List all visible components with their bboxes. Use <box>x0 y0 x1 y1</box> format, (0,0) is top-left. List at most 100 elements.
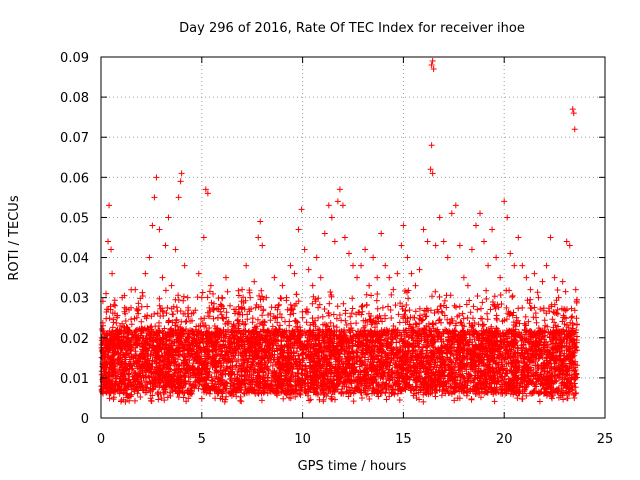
data-point <box>571 126 578 133</box>
data-point <box>570 110 577 117</box>
data-point <box>477 210 484 217</box>
data-point <box>370 254 377 261</box>
data-point <box>106 202 113 209</box>
data-point <box>257 218 264 225</box>
data-point <box>301 246 308 253</box>
data-point <box>572 286 579 293</box>
data-point <box>214 314 221 321</box>
chart-title: Day 296 of 2016, Rate Of TEC Index for r… <box>179 21 525 36</box>
data-point <box>341 234 348 241</box>
x-tick-label: 15 <box>395 432 412 447</box>
data-point <box>235 310 242 317</box>
y-tick-label: 0.04 <box>60 252 89 267</box>
data-point <box>138 318 145 325</box>
data-point <box>125 326 132 333</box>
x-tick-label: 25 <box>597 432 614 447</box>
dense-roti-band <box>98 286 581 405</box>
data-point <box>460 274 467 281</box>
data-point <box>452 202 459 209</box>
data-point <box>493 254 500 261</box>
data-point <box>448 210 455 217</box>
data-point <box>271 274 278 281</box>
data-point <box>331 238 338 245</box>
x-tick-label: 10 <box>294 432 311 447</box>
data-point <box>527 286 534 293</box>
data-point <box>569 106 576 113</box>
data-point <box>539 278 546 285</box>
data-point <box>105 238 112 245</box>
data-point <box>159 274 166 281</box>
data-point <box>420 226 427 233</box>
y-tick-label: 0 <box>81 412 89 427</box>
data-point <box>188 310 195 317</box>
data-point <box>427 166 434 173</box>
data-point <box>149 222 156 229</box>
data-point <box>416 266 423 273</box>
y-tick-label: 0.01 <box>60 372 89 387</box>
data-point <box>243 262 250 269</box>
data-point <box>378 230 385 237</box>
data-point <box>386 274 393 281</box>
data-point <box>374 274 381 281</box>
data-point <box>251 278 258 285</box>
y-axis-label: ROTI / TECUs <box>7 195 22 280</box>
data-point <box>168 282 175 289</box>
data-point <box>295 226 302 233</box>
data-point <box>358 262 365 269</box>
data-point <box>222 274 229 281</box>
y-tick-label: 0.02 <box>60 332 89 347</box>
data-point <box>559 278 566 285</box>
data-point <box>279 282 286 289</box>
data-point <box>103 290 110 297</box>
data-point <box>345 250 352 257</box>
data-point <box>198 294 205 301</box>
data-point <box>192 326 199 333</box>
data-point <box>428 142 435 149</box>
data-point <box>464 282 471 289</box>
data-point <box>408 270 415 277</box>
data-point <box>309 282 316 289</box>
data-point <box>239 286 246 293</box>
data-point <box>563 238 570 245</box>
data-point <box>153 174 160 181</box>
data-point <box>336 186 343 193</box>
data-point <box>497 274 504 281</box>
data-point <box>481 238 488 245</box>
data-point <box>501 198 508 205</box>
data-point <box>181 262 188 269</box>
data-point <box>519 262 526 269</box>
data-point <box>263 294 270 301</box>
data-point <box>350 262 356 269</box>
data-point <box>321 230 328 237</box>
data-point <box>175 194 182 201</box>
data-point <box>485 262 492 269</box>
data-point <box>325 202 332 209</box>
data-point <box>207 282 214 289</box>
data-point <box>398 242 405 249</box>
axis-ticks <box>100 56 606 419</box>
data-point <box>122 310 129 317</box>
data-point <box>151 194 158 201</box>
data-point <box>204 190 211 197</box>
data-point <box>184 294 191 301</box>
data-point <box>231 322 238 329</box>
data-point <box>218 294 225 301</box>
data-point <box>328 214 335 221</box>
data-point <box>390 286 397 293</box>
data-point <box>115 334 122 341</box>
data-point <box>535 294 542 301</box>
data-point <box>551 274 558 281</box>
data-point <box>432 242 439 249</box>
data-point <box>200 234 207 241</box>
data-points <box>100 58 579 373</box>
data-point <box>132 286 139 293</box>
data-point <box>400 222 407 229</box>
data-point <box>468 246 475 253</box>
y-tick-label: 0.09 <box>60 51 89 66</box>
data-point <box>440 238 447 245</box>
data-point <box>162 242 169 249</box>
plot-frame <box>100 56 606 419</box>
data-point <box>472 222 479 229</box>
y-tick-label: 0.08 <box>60 91 89 106</box>
